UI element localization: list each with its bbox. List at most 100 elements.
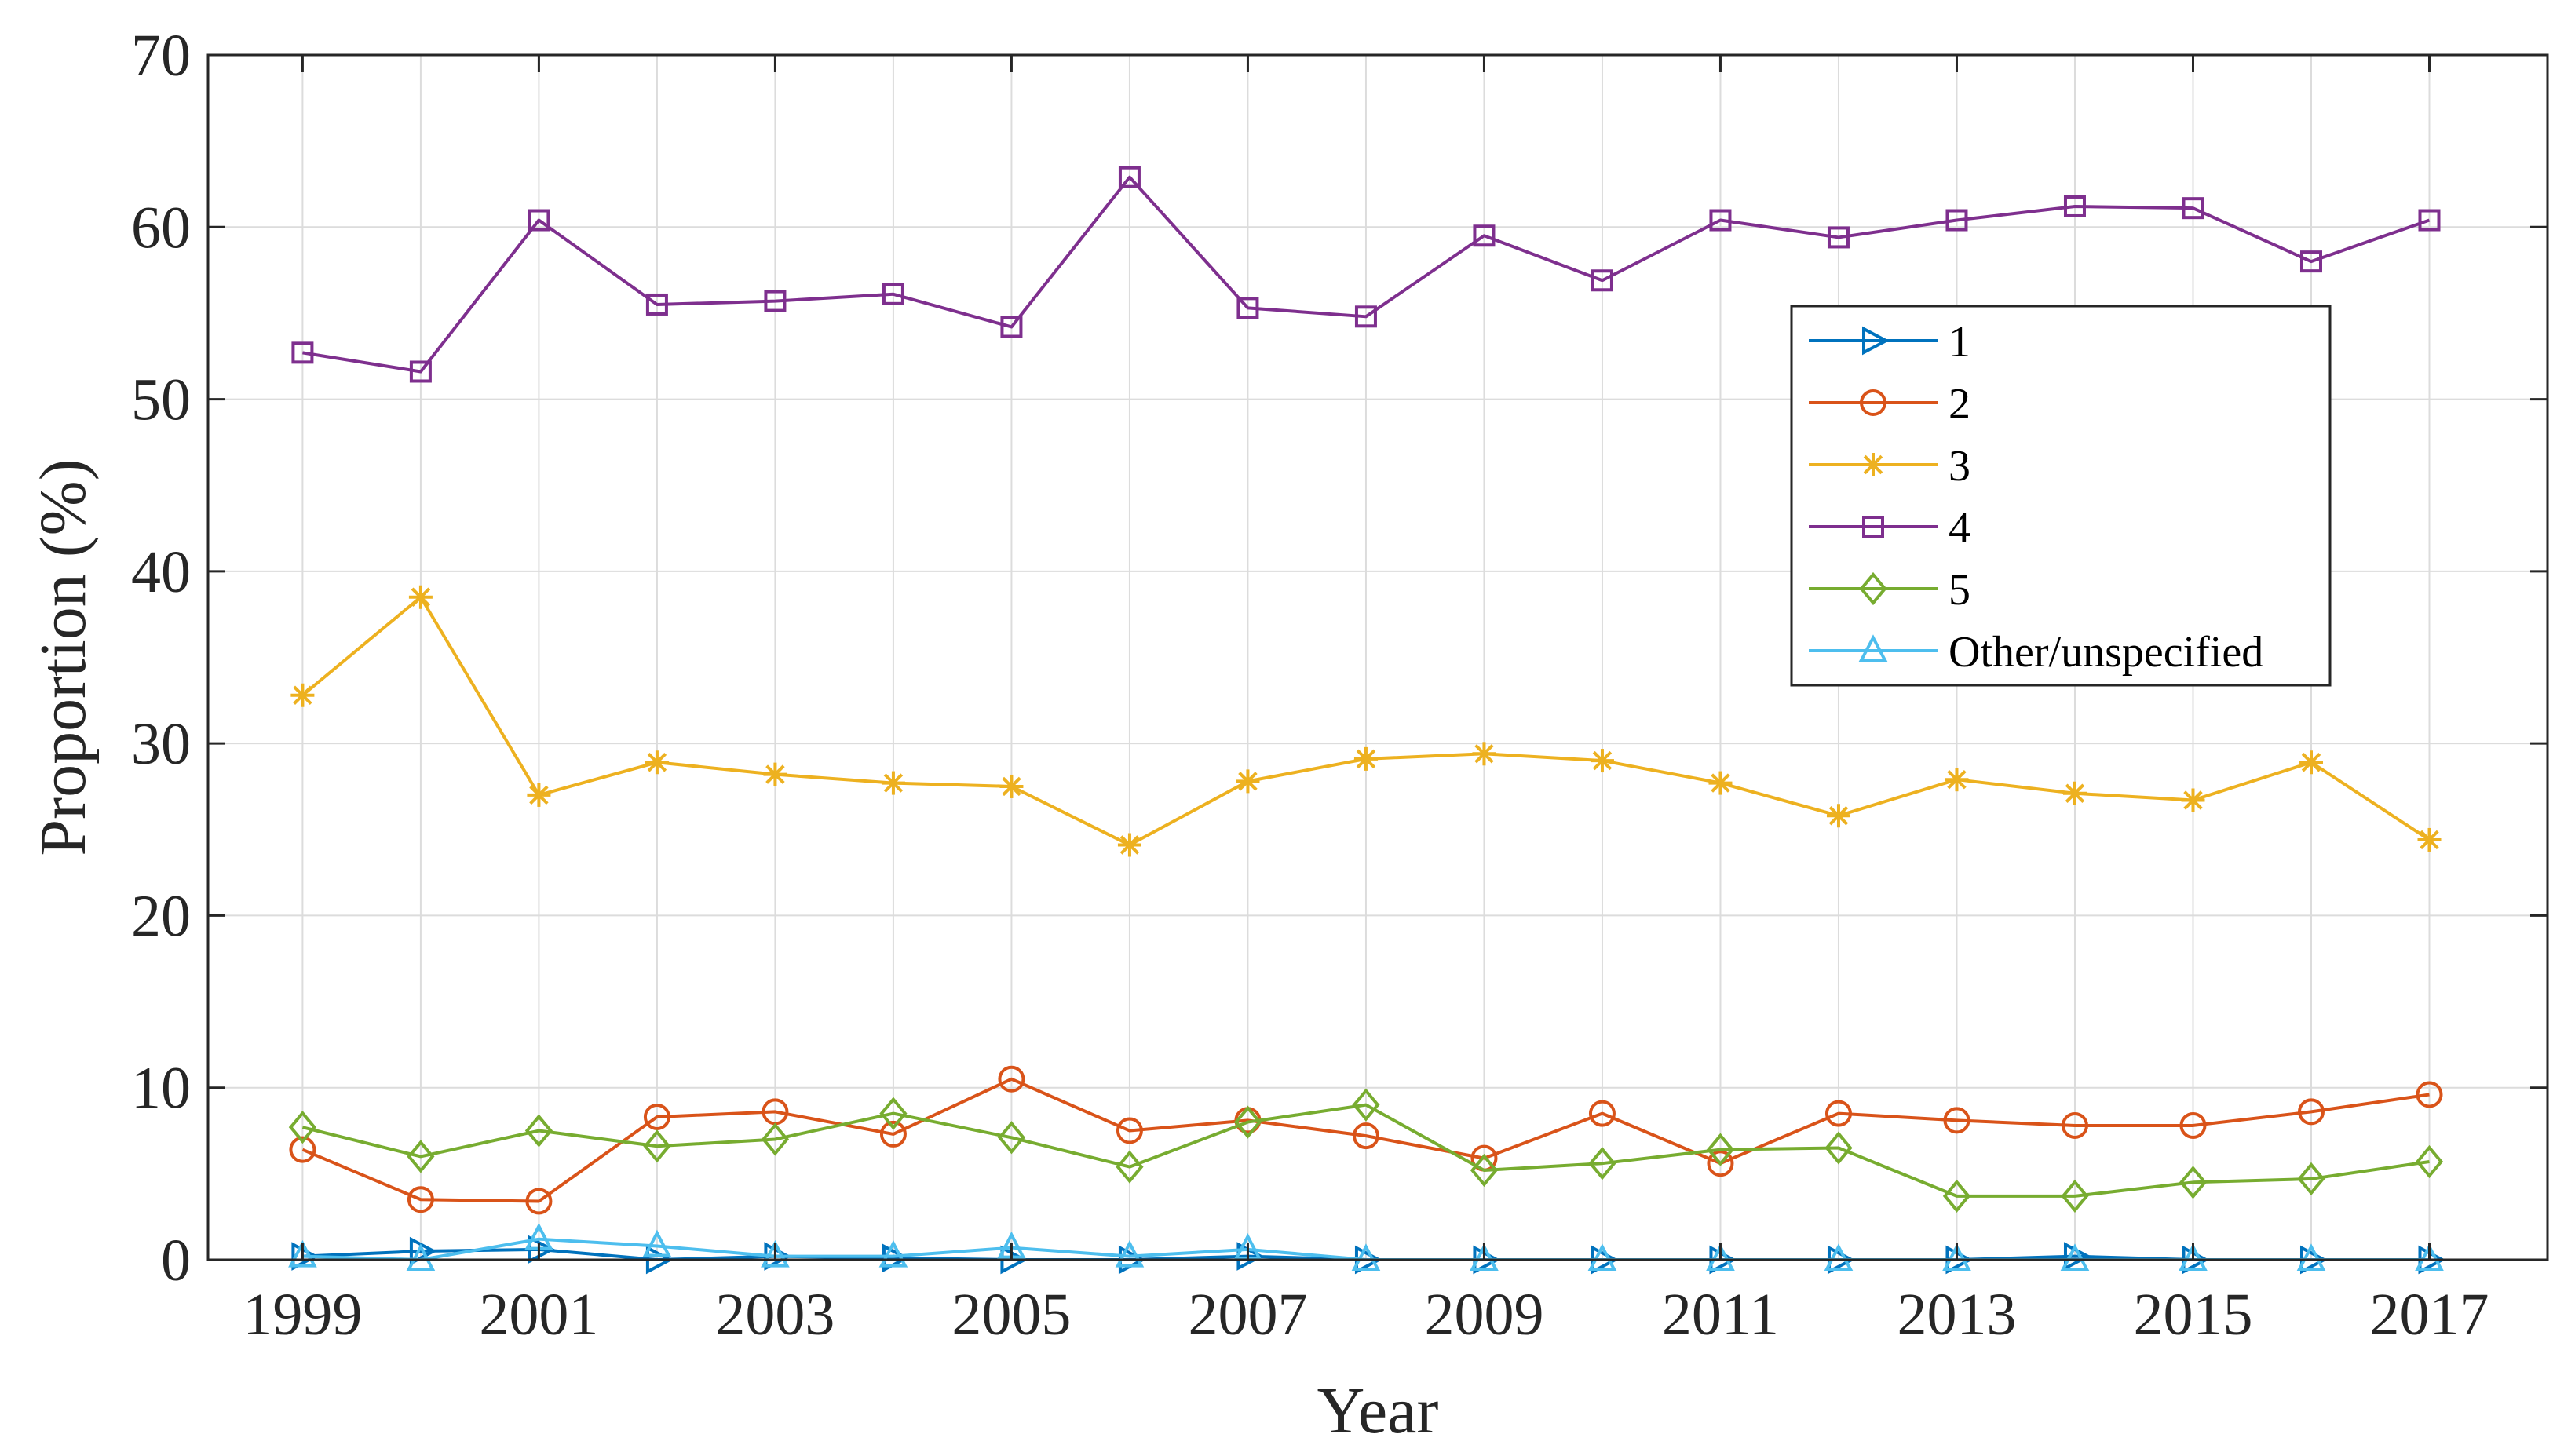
x-tick-label: 2007 xyxy=(1188,1282,1307,1348)
data-point-marker xyxy=(525,1188,553,1215)
data-point-marker xyxy=(2179,1111,2207,1139)
data-point-marker xyxy=(409,1236,437,1266)
data-point-marker xyxy=(1859,571,1887,606)
data-point-marker xyxy=(291,341,314,364)
data-point-marker xyxy=(2297,1162,2325,1196)
legend-label: 4 xyxy=(1949,504,1970,553)
data-point-marker xyxy=(2061,1179,2089,1213)
data-point-marker xyxy=(2063,195,2086,217)
x-tick-label: 2009 xyxy=(1424,1282,1543,1348)
data-point-marker xyxy=(2416,1081,2443,1108)
data-point-marker xyxy=(645,750,669,775)
y-tick-label: 50 xyxy=(131,367,191,433)
series-2 xyxy=(289,1065,2443,1215)
legend-item: 3 xyxy=(1809,442,1970,491)
data-point-marker xyxy=(879,1097,908,1130)
data-point-marker xyxy=(2415,1144,2444,1179)
data-point-marker xyxy=(1860,389,1886,416)
series-line xyxy=(301,1103,2430,1198)
data-point-marker xyxy=(2296,1243,2326,1271)
data-point-marker xyxy=(1708,771,1733,795)
data-point-marker xyxy=(1942,1243,1971,1271)
data-point-marker xyxy=(527,783,551,807)
data-point-marker xyxy=(288,1239,317,1268)
data-point-marker xyxy=(1351,1243,1381,1271)
legend: 1 2 3 4 5 Other/unspecified xyxy=(1790,305,2332,687)
x-axis-title: Year xyxy=(1317,1374,1439,1447)
data-point-marker xyxy=(2299,750,2323,775)
data-point-marker xyxy=(1470,1243,1499,1271)
legend-label: Other/unspecified xyxy=(1949,628,2263,677)
data-point-marker xyxy=(1352,1122,1379,1150)
data-point-marker xyxy=(1943,1107,1970,1134)
data-point-marker xyxy=(882,283,904,305)
data-point-marker xyxy=(2182,197,2204,220)
y-tick-label: 0 xyxy=(161,1228,191,1294)
y-tick-label: 40 xyxy=(131,539,191,605)
data-point-marker xyxy=(881,771,905,795)
data-point-marker xyxy=(1591,269,1613,292)
data-point-marker xyxy=(1352,1088,1380,1122)
series-3 xyxy=(290,585,2442,857)
legend-item: 1 xyxy=(1809,318,1970,367)
axis-ticks xyxy=(208,53,2548,1261)
data-point-marker xyxy=(406,1243,436,1271)
legend-label: 2 xyxy=(1949,380,1970,429)
y-tick-label: 30 xyxy=(131,711,191,777)
data-point-marker xyxy=(761,1122,790,1156)
data-point-marker xyxy=(1470,1153,1499,1188)
series-line xyxy=(301,1077,2430,1203)
series-4 xyxy=(291,166,2441,383)
data-point-marker xyxy=(879,1120,907,1148)
data-point-marker xyxy=(1707,1150,1734,1177)
data-point-marker xyxy=(1590,749,1614,773)
data-point-marker xyxy=(1236,769,1260,794)
data-point-marker xyxy=(642,1229,672,1257)
legend-item: 2 xyxy=(1809,380,1970,429)
x-tick-label: 2001 xyxy=(479,1282,598,1348)
data-point-marker xyxy=(643,1129,671,1163)
data-point-marker xyxy=(761,1239,790,1268)
plot-frame xyxy=(206,53,2549,1261)
data-point-marker xyxy=(1824,1100,1852,1127)
data-point-marker xyxy=(643,1103,670,1130)
data-point-marker xyxy=(997,1121,1026,1155)
legend-label: 3 xyxy=(1949,442,1970,491)
x-tick-label: 2011 xyxy=(1662,1282,1779,1348)
x-tick-label: 2005 xyxy=(951,1282,1071,1348)
data-point-marker xyxy=(1942,1179,1971,1213)
data-point-marker xyxy=(1827,226,1850,249)
data-point-marker xyxy=(408,585,433,609)
data-point-marker xyxy=(1473,224,1496,247)
data-point-marker xyxy=(1353,746,1378,771)
legend-label: 5 xyxy=(1949,566,1970,615)
data-point-marker xyxy=(407,1186,434,1213)
data-point-marker xyxy=(2297,1098,2325,1126)
series-5 xyxy=(288,1088,2444,1213)
x-tick-label: 2003 xyxy=(715,1282,835,1348)
data-point-marker xyxy=(1862,516,1884,538)
data-point-marker xyxy=(1861,453,1885,476)
data-point-marker xyxy=(645,293,668,316)
data-point-marker xyxy=(1824,1243,1854,1271)
data-point-marker xyxy=(1116,1117,1143,1144)
data-point-marker xyxy=(1945,209,1968,232)
data-point-marker xyxy=(878,1239,908,1268)
data-point-marker xyxy=(289,1136,316,1163)
data-point-marker xyxy=(999,774,1024,798)
data-point-marker xyxy=(763,762,787,786)
data-point-marker xyxy=(1824,1131,1853,1165)
data-point-marker xyxy=(1116,1150,1144,1184)
x-tick-label: 2013 xyxy=(1897,1282,2016,1348)
x-tick-label: 2017 xyxy=(2369,1282,2489,1348)
legend-item: 5 xyxy=(1809,566,1970,615)
data-point-marker xyxy=(2417,827,2442,852)
x-tick-labels: 1999 2001 2003 2005 2007 2009 2011 2013 2015 2017 xyxy=(243,1282,2489,1348)
x-tick-label: 1999 xyxy=(243,1282,362,1348)
y-tick-label: 20 xyxy=(131,883,191,949)
data-point-marker xyxy=(1706,1133,1735,1166)
data-point-marker xyxy=(1354,305,1377,328)
data-point-marker xyxy=(2062,781,2087,805)
